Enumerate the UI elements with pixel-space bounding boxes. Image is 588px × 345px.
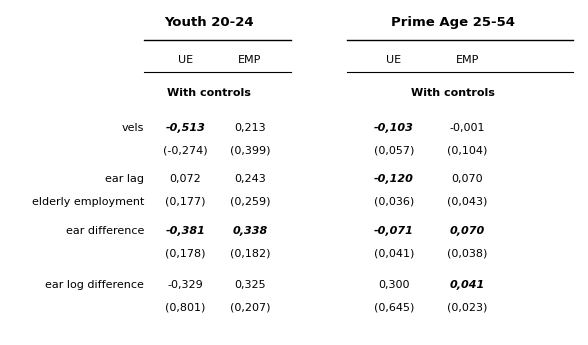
Text: (0,023): (0,023) xyxy=(447,302,487,312)
Text: 0,300: 0,300 xyxy=(378,280,410,289)
Text: (0,801): (0,801) xyxy=(165,302,205,312)
Text: -0,103: -0,103 xyxy=(374,123,414,132)
Text: (0,104): (0,104) xyxy=(447,145,487,155)
Text: (0,178): (0,178) xyxy=(165,249,205,258)
Text: 0,338: 0,338 xyxy=(232,226,268,236)
Text: -0,329: -0,329 xyxy=(168,280,203,289)
Text: ear lag: ear lag xyxy=(105,175,144,184)
Text: -0,513: -0,513 xyxy=(165,123,205,132)
Text: (0,177): (0,177) xyxy=(165,197,205,207)
Text: (0,038): (0,038) xyxy=(447,249,487,258)
Text: UE: UE xyxy=(178,56,193,65)
Text: 0,041: 0,041 xyxy=(450,280,485,289)
Text: -0,071: -0,071 xyxy=(374,226,414,236)
Text: ear log difference: ear log difference xyxy=(45,280,144,289)
Text: ear difference: ear difference xyxy=(66,226,144,236)
Text: (0,645): (0,645) xyxy=(374,302,414,312)
Text: elderly employment: elderly employment xyxy=(32,197,144,207)
Text: 0,213: 0,213 xyxy=(234,123,266,132)
Text: Youth 20-24: Youth 20-24 xyxy=(164,16,253,29)
Text: (-0,274): (-0,274) xyxy=(163,145,208,155)
Text: (0,041): (0,041) xyxy=(374,249,414,258)
Text: (0,036): (0,036) xyxy=(374,197,414,207)
Text: With controls: With controls xyxy=(167,88,250,98)
Text: -0,120: -0,120 xyxy=(374,175,414,184)
Text: -0,381: -0,381 xyxy=(165,226,205,236)
Text: (0,399): (0,399) xyxy=(230,145,270,155)
Text: 0,070: 0,070 xyxy=(452,175,483,184)
Text: Prime Age 25-54: Prime Age 25-54 xyxy=(391,16,514,29)
Text: (0,043): (0,043) xyxy=(447,197,487,207)
Text: 0,243: 0,243 xyxy=(234,175,266,184)
Text: EMP: EMP xyxy=(238,56,262,65)
Text: vels: vels xyxy=(122,123,144,132)
Text: (0,259): (0,259) xyxy=(230,197,270,207)
Text: UE: UE xyxy=(386,56,402,65)
Text: (0,057): (0,057) xyxy=(374,145,414,155)
Text: -0,001: -0,001 xyxy=(450,123,485,132)
Text: With controls: With controls xyxy=(411,88,495,98)
Text: (0,182): (0,182) xyxy=(230,249,270,258)
Text: 0,072: 0,072 xyxy=(169,175,201,184)
Text: (0,207): (0,207) xyxy=(230,302,270,312)
Text: EMP: EMP xyxy=(456,56,479,65)
Text: 0,070: 0,070 xyxy=(450,226,485,236)
Text: 0,325: 0,325 xyxy=(234,280,266,289)
